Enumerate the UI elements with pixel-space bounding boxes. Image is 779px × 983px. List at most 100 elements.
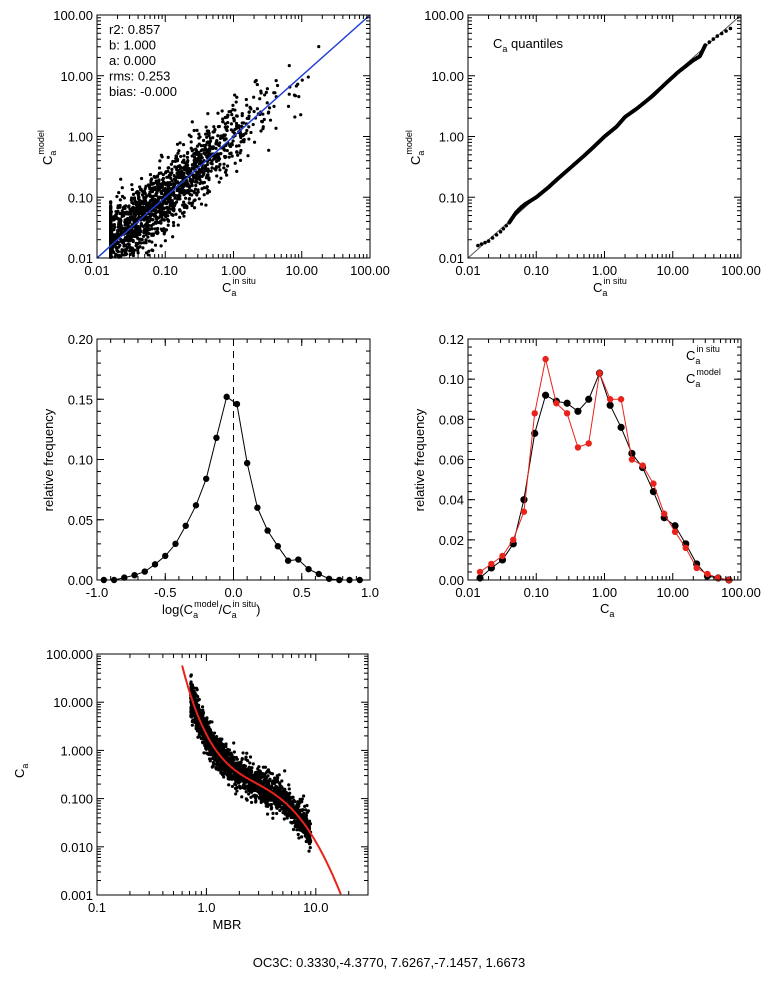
data-point xyxy=(176,197,180,201)
data-point xyxy=(263,765,268,769)
data-point xyxy=(170,179,174,183)
data-point xyxy=(267,148,271,152)
frequency-point xyxy=(254,504,261,511)
data-point xyxy=(125,252,129,256)
data-point xyxy=(219,176,223,180)
data-point xyxy=(286,104,291,109)
data-point xyxy=(302,794,306,798)
y-tick-label: 10.00 xyxy=(60,69,93,84)
data-point xyxy=(268,118,273,122)
x-axis-label: Ca xyxy=(600,601,614,619)
data-point xyxy=(109,200,113,204)
data-point xyxy=(126,225,131,229)
data-point xyxy=(148,172,153,177)
data-point xyxy=(249,130,253,135)
data-point xyxy=(214,166,219,170)
data-point xyxy=(228,144,233,149)
data-point xyxy=(214,141,218,145)
data-point xyxy=(130,187,134,192)
data-point xyxy=(201,138,206,143)
data-point xyxy=(296,832,300,837)
data-point xyxy=(142,190,146,194)
data-point xyxy=(255,82,259,87)
data-point xyxy=(255,779,259,783)
data-point xyxy=(129,207,133,212)
data-point xyxy=(117,190,121,195)
y-tick-label: 0.10 xyxy=(68,453,93,468)
data-point xyxy=(234,121,239,126)
data-point xyxy=(222,138,227,142)
data-point xyxy=(154,179,158,183)
data-point xyxy=(129,237,133,241)
y-tick-label: 0.12 xyxy=(439,332,464,347)
data-point xyxy=(189,714,194,718)
series-point-in-situ xyxy=(574,407,582,415)
data-point xyxy=(198,711,202,716)
data-point xyxy=(180,175,184,180)
data-point xyxy=(123,223,127,227)
data-point xyxy=(219,748,223,752)
data-point xyxy=(137,212,141,217)
data-point xyxy=(274,784,278,788)
data-point xyxy=(118,232,122,237)
data-point xyxy=(136,251,140,255)
series-point-model xyxy=(520,508,528,515)
series-point-model xyxy=(553,400,560,407)
data-point xyxy=(195,128,199,132)
data-point xyxy=(155,205,159,209)
data-point xyxy=(216,111,220,115)
data-point xyxy=(169,183,173,187)
data-point xyxy=(209,730,213,734)
data-point xyxy=(109,220,113,224)
data-point xyxy=(217,124,221,129)
y-tick-label: 0.06 xyxy=(439,453,464,468)
data-point xyxy=(234,100,238,104)
x-tick-label: 1.00 xyxy=(592,263,617,278)
series-point-model xyxy=(682,544,689,552)
data-point xyxy=(115,235,119,240)
series-point-model xyxy=(476,568,484,576)
data-point xyxy=(166,181,170,185)
data-point xyxy=(199,149,203,153)
data-point xyxy=(167,173,171,178)
data-point xyxy=(285,814,289,818)
data-point xyxy=(155,210,159,214)
data-point xyxy=(145,208,149,212)
data-point xyxy=(195,144,200,148)
data-point xyxy=(241,751,245,755)
frequency-point xyxy=(274,543,282,550)
data-point xyxy=(198,135,202,139)
data-point xyxy=(176,164,180,169)
data-point xyxy=(161,176,166,181)
stat-label: b: 1.000 xyxy=(109,38,156,53)
data-point xyxy=(219,152,223,156)
data-point xyxy=(162,227,166,231)
data-point xyxy=(191,174,195,178)
frequency-line xyxy=(103,395,360,581)
data-point xyxy=(234,144,239,148)
data-point xyxy=(199,202,204,206)
data-point xyxy=(144,238,148,242)
data-point xyxy=(118,211,122,216)
data-point xyxy=(211,146,215,150)
data-point xyxy=(234,755,238,760)
data-point xyxy=(232,117,236,121)
data-point xyxy=(226,751,230,755)
data-point xyxy=(190,201,195,205)
data-point xyxy=(115,249,120,253)
data-point xyxy=(109,217,113,221)
data-point xyxy=(235,114,239,118)
data-point xyxy=(195,180,199,184)
data-point xyxy=(165,197,170,201)
data-point xyxy=(158,214,162,218)
data-point xyxy=(156,226,160,231)
x-tick-label: 1.00 xyxy=(592,585,617,600)
data-point xyxy=(274,126,278,130)
data-point xyxy=(225,173,229,177)
data-point xyxy=(150,240,154,244)
data-point xyxy=(227,155,231,159)
series-point-model xyxy=(671,528,679,535)
data-point xyxy=(145,194,149,198)
data-point xyxy=(251,762,255,766)
